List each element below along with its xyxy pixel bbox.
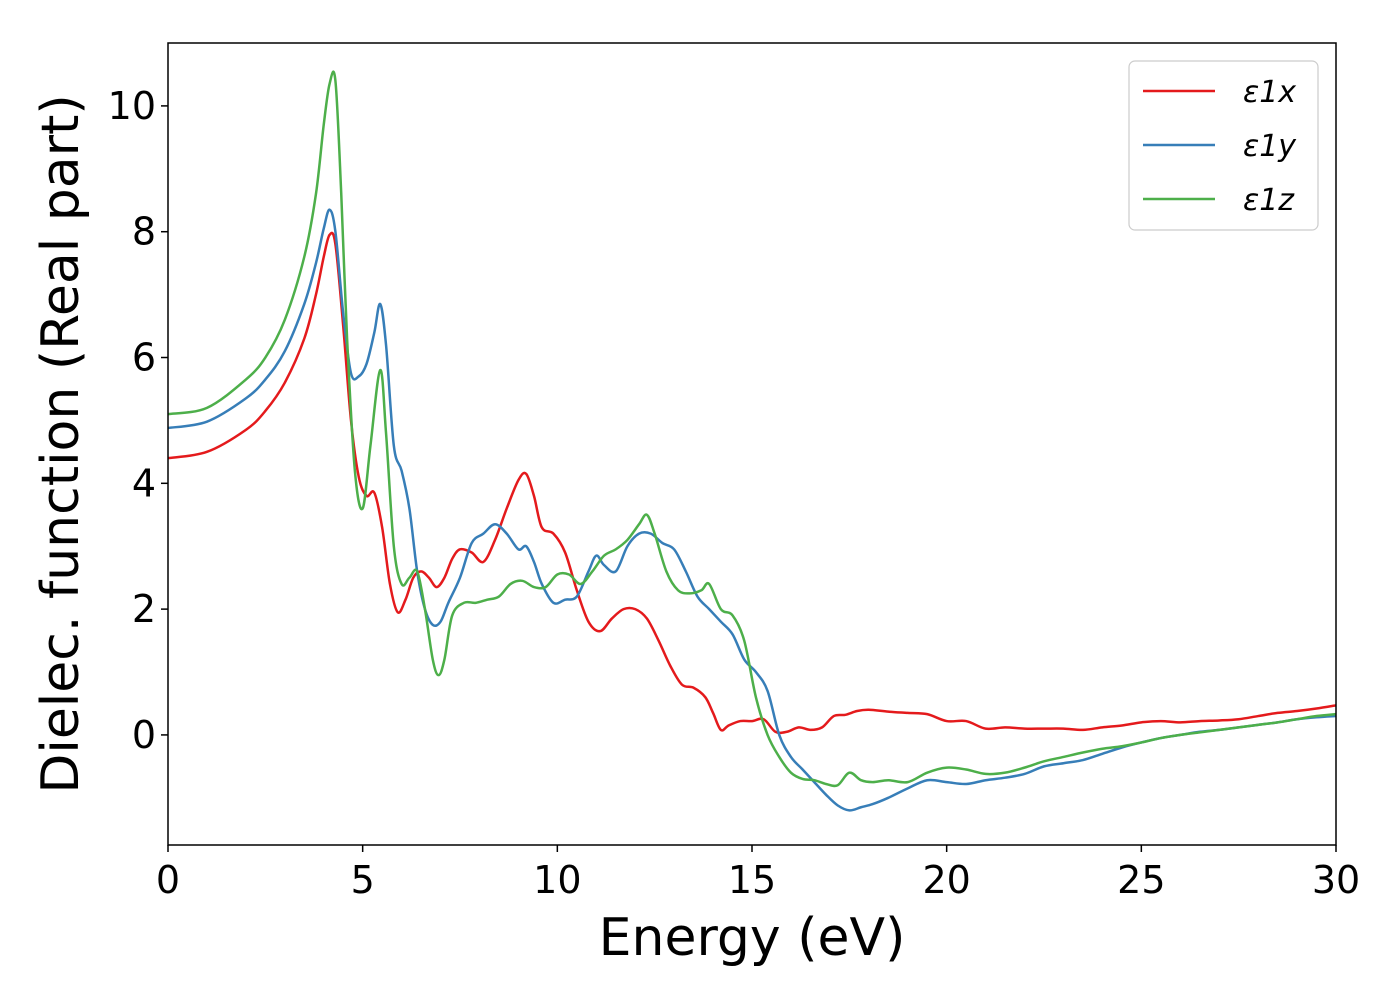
legend-label-2: ε1y — [1243, 129, 1297, 164]
series-line-2 — [168, 208, 1336, 812]
y-tick-label: 6 — [132, 336, 156, 380]
y-axis-ticks: 0 2 4 6 8 10 — [108, 84, 168, 757]
legend-items: ε1x ε1y ε1z — [1143, 75, 1297, 218]
x-tick-label: 25 — [1117, 858, 1165, 902]
y-tick-label: 2 — [132, 587, 156, 631]
x-tick-label: 0 — [156, 858, 180, 902]
x-axis-ticks: 0 5 10 15 20 25 30 — [156, 845, 1360, 902]
y-axis-label: Dielec. function (Real part) — [31, 94, 91, 793]
series-layer — [168, 70, 1336, 812]
series-line-3 — [168, 70, 1336, 788]
x-tick-label: 10 — [533, 858, 581, 902]
y-tick-label: 10 — [108, 84, 156, 128]
y-tick-label: 0 — [132, 713, 156, 757]
legend-frame — [1128, 60, 1319, 231]
y-tick-label: 4 — [132, 461, 156, 505]
x-tick-label: 30 — [1312, 858, 1360, 902]
x-tick-label: 15 — [728, 858, 776, 902]
legend-label-3: ε1z — [1243, 183, 1295, 218]
series-line-1 — [168, 231, 1336, 735]
x-tick-label: 20 — [922, 858, 970, 902]
x-axis-label: Energy (eV) — [599, 908, 906, 968]
legend: ε1x ε1y ε1z — [1128, 60, 1319, 231]
x-tick-label: 5 — [351, 858, 375, 902]
legend-label-1: ε1x — [1243, 75, 1296, 110]
y-tick-label: 8 — [132, 210, 156, 254]
